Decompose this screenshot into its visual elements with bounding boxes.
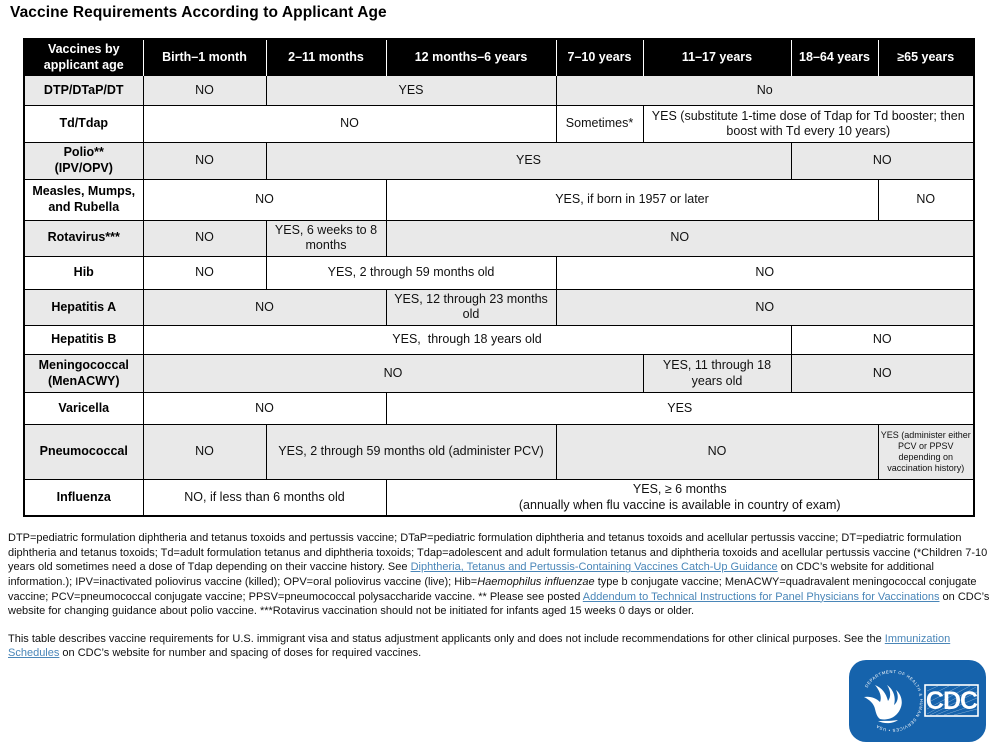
page-title: Vaccine Requirements According to Applic… (10, 4, 387, 21)
table-cell: NO, if less than 6 months old (142, 479, 387, 517)
row-label: Varicella (23, 392, 144, 425)
column-header: 7–10 years (555, 39, 643, 76)
column-header: ≥65 years (877, 39, 974, 76)
footnote-link[interactable]: Addendum to Technical Instructions for P… (582, 590, 940, 603)
column-header: 12 months–6 years (385, 39, 556, 76)
text-segment: on CDC’s website for number and spacing … (59, 647, 422, 660)
table-cell: YES (265, 75, 557, 107)
table-cell: Sometimes* (555, 105, 644, 144)
cdc-hhs-logo: DEPARTMENT OF HEALTH & HUMAN SERVICES • … (849, 660, 986, 742)
table-row: Hepatitis A NO YES, 12 through 23 months o… (23, 288, 975, 327)
vaccine-requirements-table: Vaccines by applicant age Birth–1 month 2–… (23, 38, 975, 518)
footnotes: DTP=pediatric formulation diphtheria and… (8, 531, 994, 661)
table-cell: NO (142, 178, 387, 221)
svg-text:CDC: CDC (926, 687, 978, 715)
text-segment: This table describes vaccine requirement… (8, 632, 885, 645)
table-cell: YES, 6 weeks to 8 months (265, 219, 387, 257)
table-cell: NO (142, 75, 267, 107)
table-cell: NO (142, 219, 267, 257)
footnote-link[interactable]: Diphtheria, Tetanus and Pertussis-Contai… (410, 561, 778, 574)
table-cell: YES (substitute 1-time dose of Tdap for … (642, 105, 975, 144)
table-row: Polio** (IPV/OPV) NO YES NO (23, 142, 975, 180)
table-row: Hepatitis B YES, through 18 years old NO (23, 325, 975, 355)
table-cell: NO (790, 354, 975, 393)
table-cell: NO (142, 142, 267, 180)
column-header: Birth–1 month (142, 39, 266, 76)
table-cell: YES, 12 through 23 months old (385, 288, 557, 327)
table-cell: YES (administer either PCV or PPSV depen… (877, 424, 975, 480)
table-body: DTP/DTaP/DT NO YES No Td/Tdap NO Sometimes* YES… (23, 75, 975, 517)
column-header: Vaccines by applicant age (24, 39, 143, 76)
table-cell: NO (142, 105, 557, 144)
table-cell: NO (555, 424, 879, 480)
column-header: 18–64 years (790, 39, 878, 76)
table-row: Td/Tdap NO Sometimes* YES (substitute 1-tim… (23, 105, 975, 144)
table-row: Rotavirus*** NO YES, 6 weeks to 8 months NO (23, 219, 975, 257)
table-cell: YES (265, 142, 792, 180)
footnote-link[interactable]: Immunization Schedules (8, 632, 951, 660)
row-label: Polio** (IPV/OPV) (23, 142, 144, 180)
column-header: 2–11 months (265, 39, 386, 76)
italic-text: Haemophilus influenzae (477, 576, 595, 589)
table-cell: NO (790, 142, 975, 180)
row-label: Meningococcal (MenACWY) (23, 354, 144, 393)
table-row: Pneumococcal NO YES, 2 through 59 months o… (23, 424, 975, 480)
row-label: Hepatitis A (23, 288, 144, 327)
table-cell: YES, if born in 1957 or later (385, 178, 879, 221)
footnote-abbreviations: DTP=pediatric formulation diphtheria and… (8, 531, 994, 619)
table-cell: YES, ≥ 6 months (annually when flu vacci… (385, 479, 975, 517)
table-row: Hib NO YES, 2 through 59 months old NO (23, 255, 975, 290)
table-cell: NO (142, 288, 387, 327)
row-label: Pneumococcal (23, 424, 144, 480)
table-cell: NO (385, 219, 975, 257)
table-cell: YES (385, 392, 975, 425)
column-header: 11–17 years (642, 39, 791, 76)
table-header: Vaccines by applicant age Birth–1 month 2–… (24, 39, 974, 76)
table-cell: NO (555, 288, 975, 327)
table-cell: NO (877, 178, 975, 221)
row-label: Td/Tdap (23, 105, 144, 144)
row-label: Rotavirus*** (23, 219, 144, 257)
table-cell: NO (142, 392, 387, 425)
cdc-wordmark: CDC (924, 684, 979, 717)
table-cell: NO (790, 325, 975, 355)
text-segment: DTP=pediatric formulation diphtheria and… (8, 532, 988, 574)
table-row: Measles, Mumps, and Rubella NO YES, if bor… (23, 178, 975, 221)
table-cell: No (555, 75, 975, 107)
table-cell: YES, 2 through 59 months old (administer… (265, 424, 557, 480)
table-row: DTP/DTaP/DT NO YES No (23, 75, 975, 107)
row-label: Hepatitis B (23, 325, 144, 355)
table-cell: YES, 2 through 59 months old (265, 255, 557, 290)
table-cell: NO (142, 424, 267, 480)
row-label: Influenza (23, 479, 144, 517)
row-label: Measles, Mumps, and Rubella (23, 178, 144, 221)
table-cell: YES, through 18 years old (142, 325, 792, 355)
table-row: Varicella NO YES (23, 392, 975, 425)
footnote-scope: This table describes vaccine requirement… (8, 632, 994, 661)
table-cell: NO (142, 255, 267, 290)
text-segment: on CDC’s website for changing guidance a… (8, 590, 990, 618)
table-cell: YES, 11 through 18 years old (642, 354, 792, 393)
row-label: DTP/DTaP/DT (23, 75, 144, 107)
table-header-row: Vaccines by applicant age Birth–1 month 2–… (24, 39, 974, 76)
table-row: Meningococcal (MenACWY) NO YES, 11 through… (23, 354, 975, 393)
table-row: Influenza NO, if less than 6 months old YE… (23, 479, 975, 517)
table-cell: NO (555, 255, 975, 290)
text-segment: type b conjugate vaccine; MenACWY=quadra… (8, 576, 977, 603)
table-cell: NO (142, 354, 644, 393)
row-label: Hib (23, 255, 144, 290)
text-segment: on CDC’s website for additional informat… (8, 561, 934, 589)
